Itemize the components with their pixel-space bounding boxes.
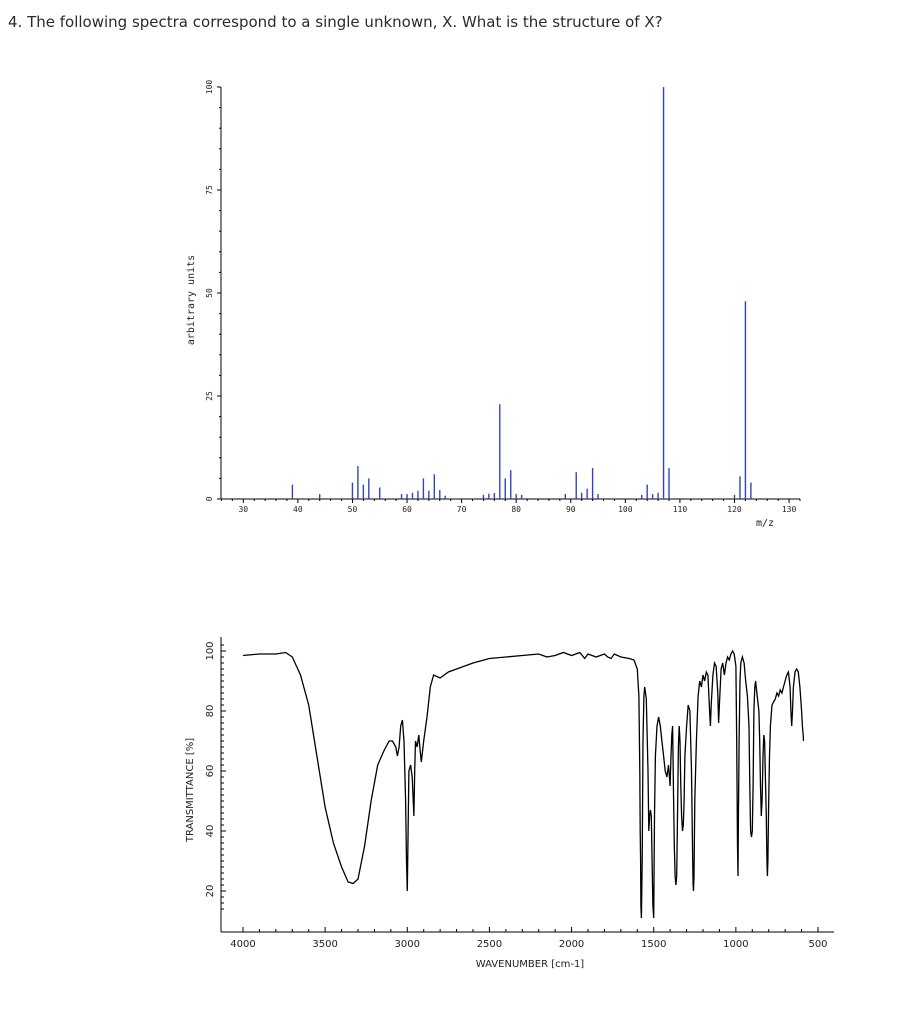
ms-x-tick-label: 130: [782, 505, 797, 514]
ms-x-tick-label: 90: [566, 505, 576, 514]
ms-x-tick-label: 40: [293, 505, 303, 514]
ms-y-tick-label: 0: [205, 496, 214, 501]
ir-y-tick-label: 60: [205, 765, 216, 778]
ir-x-tick-label: 4000: [230, 939, 255, 950]
ms-y-axis-label: arbitrary units: [186, 255, 197, 345]
ir-spectrum-chart: 4000 3500 3000 2500 2000 1500 1000 500 20 40 60 80 1…: [185, 637, 834, 970]
question-text: 4. The following spectra correspond to a…: [8, 13, 663, 31]
mass-spectrum-chart: 30 40 50 60 70 80 90 100 110 120 130 0 25 50 75 100 m/z…: [186, 80, 801, 529]
ir-transmittance-line: [242, 649, 805, 919]
ir-x-tick-label: 1000: [723, 939, 748, 950]
ir-x-tick-label: 500: [808, 939, 827, 950]
ir-y-tick-label: 40: [205, 825, 216, 838]
ir-y-tick-label: 20: [205, 885, 216, 898]
ms-y-tick-label: 75: [205, 185, 214, 195]
ms-x-tick-label: 100: [618, 505, 633, 514]
ms-y-tick-label: 100: [205, 80, 214, 95]
ms-ticks: 30 40 50 60 70 80 90 100 110 120 130 0 25 50 75 100: [205, 80, 801, 514]
ir-y-tick-label: 100: [205, 641, 216, 660]
ms-axes: [220, 87, 800, 500]
ms-peaks: [291, 87, 752, 499]
ir-x-axis-label: WAVENUMBER [cm-1]: [476, 959, 585, 970]
ir-ticks: 4000 3500 3000 2500 2000 1500 1000 500 20 40 60 80 1…: [205, 641, 828, 950]
ms-x-tick-label: 110: [673, 505, 688, 514]
ir-x-tick-label: 2500: [477, 939, 502, 950]
ms-x-axis-label: m/z: [756, 518, 774, 529]
ms-x-tick-label: 50: [348, 505, 358, 514]
ms-y-tick-label: 25: [205, 391, 214, 401]
ms-y-tick-label: 50: [205, 288, 214, 298]
ms-x-tick-label: 80: [511, 505, 521, 514]
ms-x-tick-label: 70: [457, 505, 467, 514]
ms-x-tick-label: 30: [238, 505, 248, 514]
ir-axes: [220, 637, 834, 933]
ir-x-tick-label: 3500: [312, 939, 337, 950]
ir-x-tick-label: 1500: [641, 939, 666, 950]
ir-y-axis-label: TRANSMITTANCE [%]: [185, 738, 196, 843]
ms-x-tick-label: 120: [727, 505, 742, 514]
ir-x-tick-label: 2000: [559, 939, 584, 950]
ir-x-tick-label: 3000: [395, 939, 420, 950]
ir-y-tick-label: 80: [205, 705, 216, 718]
ms-x-tick-label: 60: [402, 505, 412, 514]
